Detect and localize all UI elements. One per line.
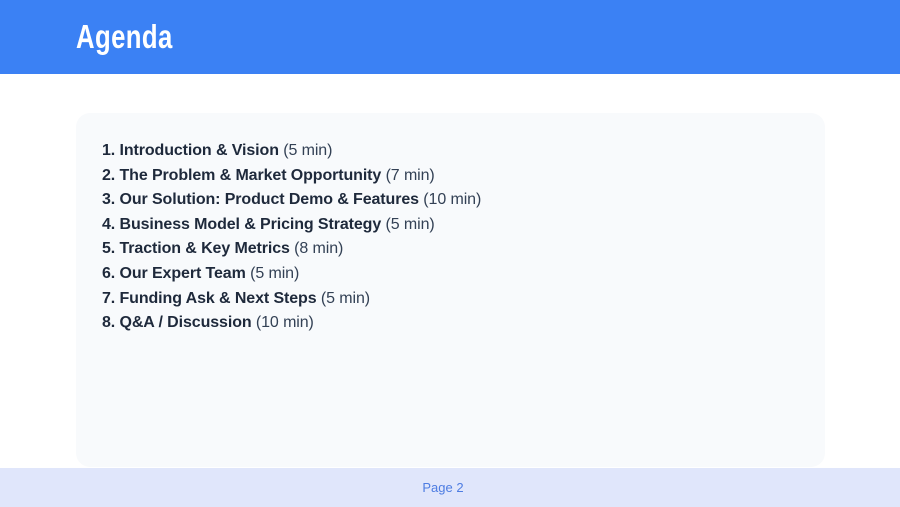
- agenda-item-label: 7. Funding Ask & Next Steps: [102, 289, 317, 307]
- agenda-item-duration: (10 min): [423, 191, 482, 209]
- agenda-item-label: 1. Introduction & Vision: [102, 142, 279, 159]
- agenda-item-label: 6. Our Expert Team: [102, 264, 246, 282]
- agenda-item: 1. Introduction & Vision (5 min): [102, 139, 799, 164]
- agenda-item: 4. Business Model & Pricing Strategy (5 …: [102, 213, 799, 238]
- agenda-item-duration: (5 min): [283, 142, 333, 159]
- agenda-item: 6. Our Expert Team (5 min): [102, 262, 799, 287]
- agenda-item-duration: (8 min): [294, 240, 344, 258]
- page-number-label: Page 2: [422, 480, 464, 495]
- agenda-item: 8. Q&A / Discussion (10 min): [102, 311, 799, 336]
- agenda-item-duration: (10 min): [255, 314, 314, 332]
- agenda-card: 1. Introduction & Vision (5 min) 2. The …: [76, 113, 825, 467]
- agenda-item-label: 5. Traction & Key Metrics: [102, 240, 290, 258]
- agenda-item: 2. The Problem & Market Opportunity (7 m…: [102, 164, 799, 189]
- slide-footer: Page 2: [0, 468, 900, 507]
- agenda-list: 1. Introduction & Vision (5 min) 2. The …: [102, 139, 799, 336]
- agenda-item: 7. Funding Ask & Next Steps (5 min): [102, 287, 799, 312]
- agenda-item-label: 8. Q&A / Discussion: [102, 314, 252, 332]
- page-title: Agenda: [76, 18, 173, 55]
- agenda-item: 5. Traction & Key Metrics (8 min): [102, 237, 799, 262]
- agenda-item-duration: (5 min): [320, 289, 370, 307]
- agenda-item-duration: (5 min): [385, 215, 435, 233]
- agenda-item-duration: (5 min): [250, 264, 300, 282]
- agenda-item-label: 2. The Problem & Market Opportunity: [102, 166, 382, 184]
- agenda-item-duration: (7 min): [385, 166, 435, 184]
- slide-header: Agenda: [0, 0, 900, 74]
- agenda-item: 3. Our Solution: Product Demo & Features…: [102, 188, 799, 213]
- agenda-item-label: 3. Our Solution: Product Demo & Features: [102, 191, 419, 209]
- agenda-item-label: 4. Business Model & Pricing Strategy: [102, 215, 382, 233]
